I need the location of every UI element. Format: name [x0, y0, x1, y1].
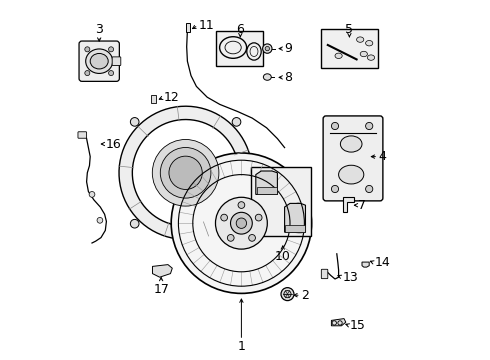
Bar	[320, 29, 378, 68]
Circle shape	[169, 156, 202, 189]
Circle shape	[366, 122, 373, 130]
Bar	[186, 23, 190, 32]
Polygon shape	[343, 197, 354, 212]
Text: 9: 9	[284, 42, 292, 55]
Circle shape	[249, 234, 255, 241]
Ellipse shape	[341, 136, 362, 152]
Polygon shape	[256, 171, 277, 194]
Ellipse shape	[90, 53, 108, 69]
FancyBboxPatch shape	[321, 269, 328, 279]
Text: 11: 11	[198, 19, 214, 32]
Ellipse shape	[368, 55, 374, 60]
Ellipse shape	[339, 165, 364, 184]
Ellipse shape	[366, 40, 373, 46]
Circle shape	[221, 214, 227, 221]
Polygon shape	[119, 106, 252, 239]
Circle shape	[89, 192, 95, 197]
Bar	[257, 187, 277, 194]
Circle shape	[331, 185, 339, 193]
Circle shape	[265, 46, 270, 51]
Text: 7: 7	[358, 199, 367, 212]
Circle shape	[160, 148, 211, 198]
Circle shape	[85, 71, 90, 76]
Polygon shape	[362, 262, 369, 267]
Circle shape	[236, 218, 246, 228]
Circle shape	[227, 234, 234, 241]
Ellipse shape	[263, 74, 271, 80]
Text: 13: 13	[342, 271, 358, 284]
Circle shape	[97, 217, 103, 223]
Ellipse shape	[360, 51, 368, 57]
Polygon shape	[331, 319, 346, 326]
Text: 10: 10	[275, 250, 291, 263]
Circle shape	[152, 139, 219, 206]
Text: 17: 17	[153, 283, 169, 296]
Circle shape	[85, 47, 90, 52]
Circle shape	[281, 288, 294, 301]
Bar	[151, 95, 156, 103]
Text: 16: 16	[106, 138, 122, 150]
Ellipse shape	[86, 49, 113, 73]
Circle shape	[130, 118, 139, 126]
Polygon shape	[152, 265, 172, 277]
Circle shape	[238, 202, 245, 208]
FancyBboxPatch shape	[78, 132, 87, 138]
Circle shape	[216, 197, 268, 249]
FancyBboxPatch shape	[112, 57, 121, 66]
Circle shape	[331, 122, 339, 130]
Text: 8: 8	[284, 71, 292, 84]
Text: 5: 5	[345, 23, 353, 36]
Circle shape	[263, 44, 272, 53]
Circle shape	[130, 219, 139, 228]
FancyBboxPatch shape	[323, 116, 383, 201]
Polygon shape	[285, 203, 305, 232]
Circle shape	[366, 185, 373, 193]
Ellipse shape	[335, 53, 342, 58]
Text: 3: 3	[95, 23, 103, 36]
Text: 12: 12	[164, 91, 180, 104]
Text: 6: 6	[236, 23, 244, 36]
Ellipse shape	[357, 37, 364, 42]
Circle shape	[255, 214, 262, 221]
FancyBboxPatch shape	[79, 41, 120, 81]
Bar	[285, 225, 305, 232]
Circle shape	[232, 118, 241, 126]
Bar	[251, 167, 311, 236]
Bar	[216, 31, 263, 66]
Text: 4: 4	[378, 150, 386, 163]
Text: 1: 1	[238, 340, 245, 353]
Text: 2: 2	[301, 289, 309, 302]
Circle shape	[109, 71, 114, 76]
Text: 14: 14	[374, 256, 391, 269]
Circle shape	[230, 212, 252, 234]
Text: 15: 15	[350, 319, 366, 332]
Circle shape	[284, 291, 291, 298]
Circle shape	[109, 47, 114, 52]
Circle shape	[171, 153, 312, 293]
